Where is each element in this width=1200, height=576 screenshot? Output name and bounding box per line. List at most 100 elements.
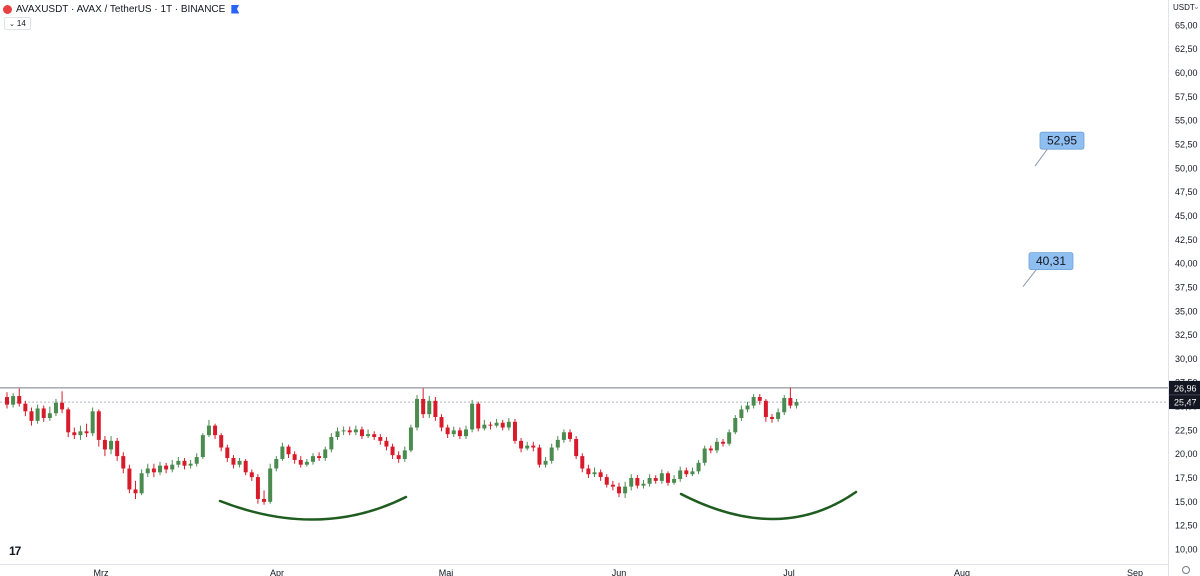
candle[interactable] (225, 447, 230, 459)
candle[interactable] (714, 441, 719, 451)
candle[interactable] (366, 434, 371, 437)
candle[interactable] (610, 484, 615, 487)
candle[interactable] (390, 446, 395, 456)
candle[interactable] (568, 432, 573, 439)
currency-dropdown-icon[interactable]: ⌄ (1193, 2, 1200, 11)
flag-icon[interactable] (231, 4, 240, 14)
candle[interactable] (84, 431, 89, 434)
candle[interactable] (72, 432, 77, 436)
candle[interactable] (200, 435, 205, 458)
candle[interactable] (353, 429, 358, 433)
candle[interactable] (329, 437, 334, 450)
candle[interactable] (102, 439, 107, 450)
candle[interactable] (512, 421, 517, 441)
candle[interactable] (262, 498, 267, 502)
candle[interactable] (213, 425, 218, 436)
candle[interactable] (78, 431, 83, 436)
candle[interactable] (519, 440, 524, 449)
candle[interactable] (494, 422, 499, 426)
candle[interactable] (604, 477, 609, 485)
candle[interactable] (665, 473, 670, 483)
target-callout[interactable]: 40,31 (1022, 252, 1074, 287)
candle[interactable] (757, 397, 762, 401)
candle[interactable] (696, 462, 701, 472)
candle[interactable] (598, 472, 603, 478)
candle[interactable] (794, 402, 799, 406)
candle[interactable] (66, 409, 71, 433)
candle[interactable] (672, 478, 677, 483)
candle[interactable] (580, 456, 585, 469)
candle[interactable] (439, 417, 444, 428)
target-callout[interactable]: 52,95 (1034, 131, 1085, 167)
candle[interactable] (733, 417, 738, 433)
candle[interactable] (500, 422, 505, 428)
candle[interactable] (574, 438, 579, 457)
candle[interactable] (372, 434, 377, 438)
candle[interactable] (243, 460, 248, 473)
candle[interactable] (549, 447, 554, 461)
candle[interactable] (776, 412, 781, 419)
candle[interactable] (53, 402, 58, 414)
candle[interactable] (23, 403, 28, 412)
candle[interactable] (268, 468, 273, 502)
candle[interactable] (464, 429, 468, 437)
candle[interactable] (739, 409, 744, 418)
candle[interactable] (721, 441, 726, 444)
candle[interactable] (684, 470, 689, 475)
candle[interactable] (678, 470, 683, 479)
candle[interactable] (482, 424, 487, 429)
candle[interactable] (109, 440, 114, 450)
candle[interactable] (763, 400, 768, 418)
candle[interactable] (451, 430, 456, 435)
candle[interactable] (751, 397, 756, 406)
candle[interactable] (421, 398, 426, 415)
candle[interactable] (586, 468, 591, 475)
candle[interactable] (433, 400, 438, 418)
candle[interactable] (415, 398, 420, 428)
candle[interactable] (623, 486, 628, 494)
candle[interactable] (17, 396, 22, 404)
candle[interactable] (96, 411, 101, 440)
candle[interactable] (384, 440, 389, 447)
candle[interactable] (476, 403, 481, 429)
candle[interactable] (659, 473, 664, 481)
axis-settings-icon[interactable] (1182, 566, 1190, 574)
candle[interactable] (402, 450, 407, 459)
candle[interactable] (457, 430, 462, 437)
candle[interactable] (280, 446, 285, 459)
candle[interactable] (341, 430, 346, 432)
candle[interactable] (525, 445, 530, 449)
candle[interactable] (127, 468, 132, 490)
candle[interactable] (408, 427, 413, 451)
candle[interactable] (47, 413, 52, 418)
candle[interactable] (292, 454, 297, 460)
candle[interactable] (445, 427, 450, 435)
candle[interactable] (170, 464, 175, 470)
candle[interactable] (286, 446, 291, 455)
candle[interactable] (653, 478, 658, 481)
candle[interactable] (188, 463, 193, 466)
candle[interactable] (427, 400, 432, 415)
candle[interactable] (121, 456, 126, 469)
candle[interactable] (311, 456, 315, 462)
candle[interactable] (182, 460, 187, 466)
currency-label[interactable]: USDT (1173, 3, 1195, 12)
candle[interactable] (335, 431, 340, 438)
candle[interactable] (702, 448, 707, 463)
candle[interactable] (298, 459, 303, 465)
candle[interactable] (788, 397, 793, 406)
candle[interactable] (317, 456, 322, 459)
candle[interactable] (41, 408, 46, 418)
candle[interactable] (158, 465, 162, 473)
candle[interactable] (29, 411, 34, 421)
candle[interactable] (255, 477, 260, 499)
candle[interactable] (378, 437, 383, 441)
candle[interactable] (151, 468, 156, 473)
candle[interactable] (231, 458, 236, 465)
candle[interactable] (323, 449, 328, 459)
tradingview-logo[interactable]: 17 (9, 544, 21, 558)
candle[interactable] (635, 478, 640, 486)
candle[interactable] (708, 448, 713, 451)
candle[interactable] (543, 460, 548, 465)
